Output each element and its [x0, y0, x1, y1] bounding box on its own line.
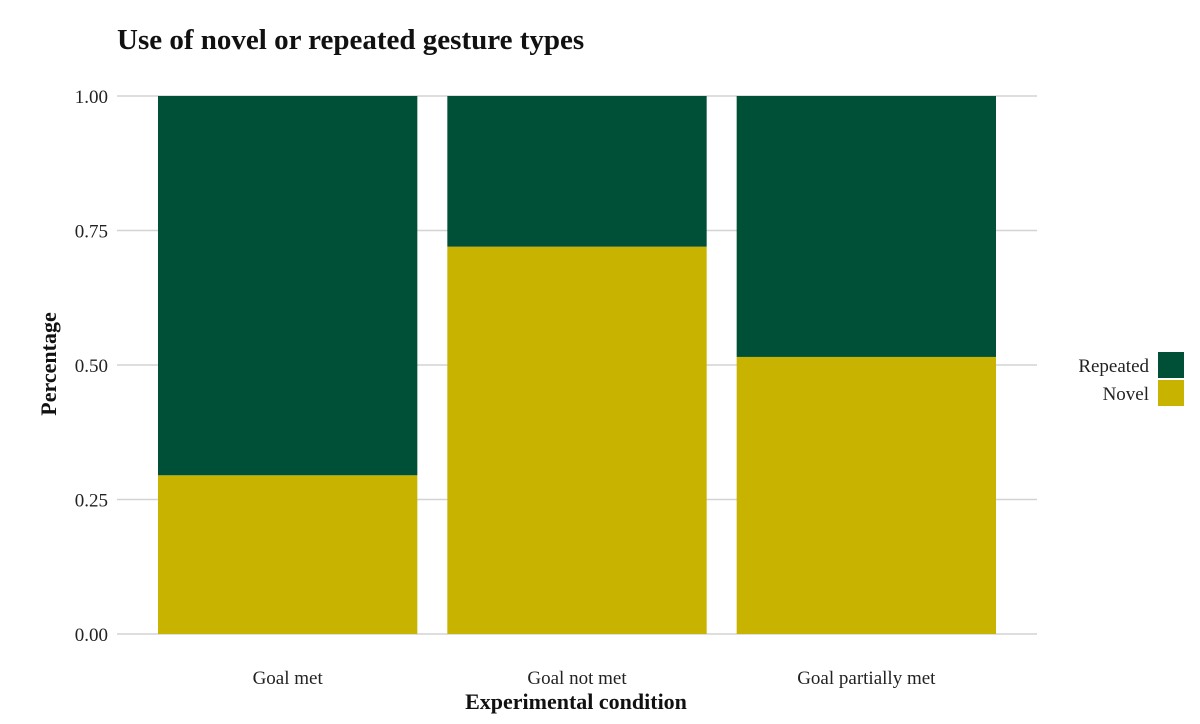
y-tick-label: 0.50 [75, 356, 108, 377]
bar-segment-novel [736, 356, 996, 634]
x-tick-label: Goal partially met [797, 668, 936, 689]
legend-label-repeated: Repeated [1078, 356, 1149, 377]
y-tick-label: 0.00 [75, 625, 108, 646]
bar-segment-novel [158, 475, 418, 634]
y-tick-label: 1.00 [75, 87, 108, 108]
chart-title: Use of novel or repeated gesture types [117, 24, 585, 56]
legend-swatch-novel [1158, 380, 1184, 406]
y-axis-label: Percentage [36, 312, 61, 416]
bar-segment-repeated [736, 96, 996, 357]
legend: Repeated Novel [1078, 352, 1184, 406]
axis-layer: 0.00 0.25 0.50 0.75 1.00 Goal met Goal not met… [75, 87, 936, 689]
x-axis-label: Experimental condition [465, 689, 687, 714]
bars-layer [158, 96, 996, 634]
legend-label-novel: Novel [1103, 384, 1149, 405]
y-tick-label: 0.25 [75, 491, 108, 512]
bar-segment-novel [447, 246, 707, 634]
y-tick-label: 0.75 [75, 222, 108, 243]
bar-segment-repeated [158, 96, 418, 476]
x-tick-label: Goal met [253, 668, 324, 689]
bar-segment-repeated [447, 96, 707, 247]
x-tick-label: Goal not met [527, 668, 627, 689]
legend-swatch-repeated [1158, 352, 1184, 378]
